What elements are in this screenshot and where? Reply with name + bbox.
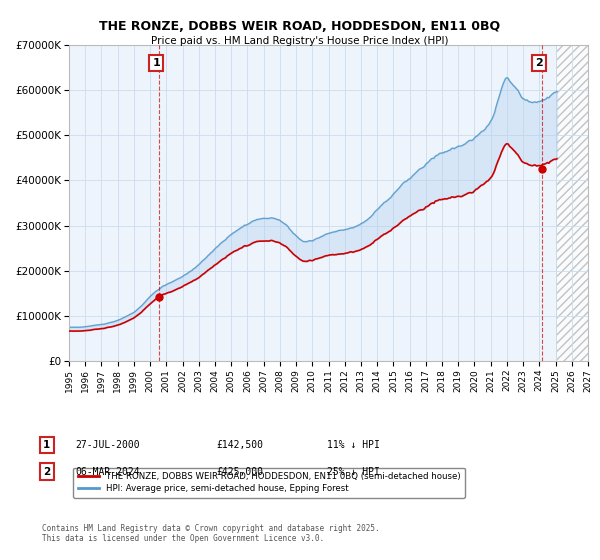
Text: THE RONZE, DOBBS WEIR ROAD, HODDESDON, EN11 0BQ: THE RONZE, DOBBS WEIR ROAD, HODDESDON, E… — [100, 20, 500, 32]
Text: 1: 1 — [43, 440, 50, 450]
Text: 27-JUL-2000: 27-JUL-2000 — [75, 440, 140, 450]
Text: 06-MAR-2024: 06-MAR-2024 — [75, 466, 140, 477]
Text: 25% ↓ HPI: 25% ↓ HPI — [327, 466, 380, 477]
Text: Contains HM Land Registry data © Crown copyright and database right 2025.
This d: Contains HM Land Registry data © Crown c… — [42, 524, 380, 543]
Text: 2: 2 — [535, 58, 543, 68]
Text: £425,000: £425,000 — [216, 466, 263, 477]
Legend: THE RONZE, DOBBS WEIR ROAD, HODDESDON, EN11 0BQ (semi-detached house), HPI: Aver: THE RONZE, DOBBS WEIR ROAD, HODDESDON, E… — [73, 468, 465, 498]
Text: 11% ↓ HPI: 11% ↓ HPI — [327, 440, 380, 450]
Text: 2: 2 — [43, 466, 50, 477]
Text: £142,500: £142,500 — [216, 440, 263, 450]
Text: 1: 1 — [152, 58, 160, 68]
Text: Price paid vs. HM Land Registry's House Price Index (HPI): Price paid vs. HM Land Registry's House … — [151, 36, 449, 46]
Bar — [556, 45, 588, 361]
